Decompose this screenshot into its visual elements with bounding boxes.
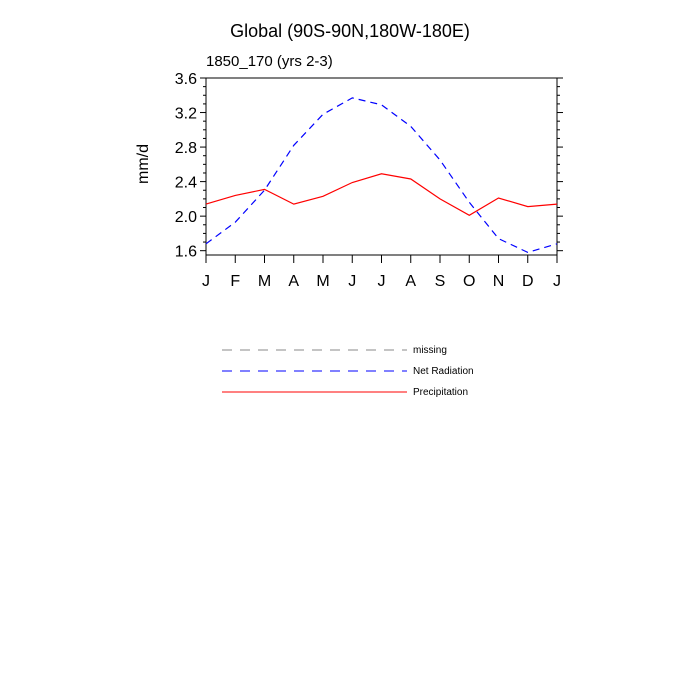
- x-tick-label: J: [553, 273, 561, 290]
- y-tick-label: 3.6: [175, 71, 197, 88]
- series-line-precipitation: [205, 173, 558, 216]
- y-axis-label: mm/d: [135, 144, 152, 184]
- axes-layer: 1.62.02.42.83.23.6J F M A M J J A S O N D J: [175, 71, 563, 290]
- y-tick-label: 1.6: [175, 244, 197, 261]
- x-tick-label: J: [378, 273, 386, 290]
- x-tick-label: O: [463, 273, 475, 290]
- chart-title: Global (90S-90N,180W-180E): [230, 21, 470, 41]
- x-tick-label: D: [522, 273, 534, 290]
- y-tick-label: 3.2: [175, 106, 197, 123]
- x-tick-label: J: [348, 273, 356, 290]
- y-tick-label: 2.4: [175, 175, 197, 192]
- y-tick-label: 2.0: [175, 209, 197, 226]
- x-tick-label: S: [435, 273, 446, 290]
- legend: missing Net Radiation Precipitation: [222, 345, 474, 398]
- x-tick-label: M: [258, 273, 271, 290]
- x-tick-label: A: [288, 273, 299, 290]
- x-tick-label: N: [493, 273, 505, 290]
- legend-label: missing: [413, 345, 447, 356]
- x-tick-label: J: [202, 273, 210, 290]
- chart-subtitle: 1850_170 (yrs 2-3): [206, 53, 333, 70]
- x-tick-label: F: [230, 273, 240, 290]
- x-tick-label: A: [405, 273, 416, 290]
- legend-label: Precipitation: [413, 387, 468, 398]
- legend-label: Net Radiation: [413, 366, 474, 377]
- series-line-net-radiation: [205, 97, 558, 254]
- plot-frame: [205, 77, 558, 256]
- y-tick-label: 2.8: [175, 140, 197, 157]
- x-tick-label: M: [316, 273, 329, 290]
- series-layer: [205, 97, 558, 254]
